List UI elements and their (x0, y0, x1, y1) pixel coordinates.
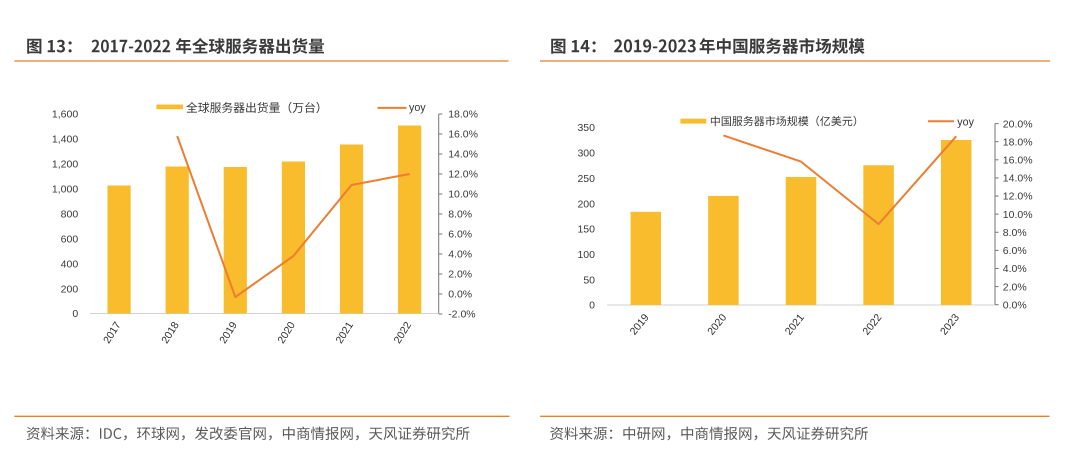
svg-text:12.0%: 12.0% (448, 169, 478, 181)
svg-text:100: 100 (577, 249, 595, 261)
svg-text:800: 800 (61, 208, 79, 220)
svg-text:8.0%: 8.0% (1003, 227, 1027, 239)
svg-text:6.0%: 6.0% (1003, 245, 1027, 257)
svg-text:2.0%: 2.0% (448, 269, 472, 281)
svg-text:18.0%: 18.0% (448, 109, 478, 121)
svg-text:10.0%: 10.0% (448, 189, 478, 201)
svg-text:1,400: 1,400 (52, 134, 78, 146)
svg-text:0: 0 (589, 300, 595, 312)
svg-text:200: 200 (577, 198, 595, 210)
svg-text:350: 350 (577, 122, 595, 134)
svg-text:18.0%: 18.0% (1003, 136, 1033, 148)
svg-text:1,000: 1,000 (52, 184, 78, 196)
svg-text:1,600: 1,600 (52, 109, 78, 121)
svg-text:14.0%: 14.0% (1003, 173, 1033, 185)
svg-text:6.0%: 6.0% (448, 229, 472, 241)
svg-text:150: 150 (577, 224, 595, 236)
svg-text:14.0%: 14.0% (448, 149, 478, 161)
svg-text:2.0%: 2.0% (1003, 281, 1027, 293)
svg-text:1,200: 1,200 (52, 159, 78, 171)
svg-text:250: 250 (577, 173, 595, 185)
svg-text:4.0%: 4.0% (1003, 263, 1027, 275)
svg-text:16.0%: 16.0% (1003, 155, 1033, 167)
svg-text:20.0%: 20.0% (1003, 118, 1033, 130)
svg-text:50: 50 (583, 274, 595, 286)
svg-text:12.0%: 12.0% (1003, 191, 1033, 203)
svg-text:4.0%: 4.0% (448, 249, 472, 261)
svg-text:0: 0 (72, 308, 78, 320)
svg-text:0.0%: 0.0% (1003, 299, 1027, 311)
svg-text:16.0%: 16.0% (448, 129, 478, 141)
svg-text:0.0%: 0.0% (448, 289, 472, 301)
svg-text:400: 400 (61, 258, 79, 270)
svg-text:yoy: yoy (409, 102, 426, 114)
svg-text:8.0%: 8.0% (448, 209, 472, 221)
svg-text:200: 200 (61, 283, 79, 295)
svg-text:10.0%: 10.0% (1003, 209, 1033, 221)
svg-text:300: 300 (577, 148, 595, 160)
svg-text:600: 600 (61, 233, 79, 245)
svg-text:-2.0%: -2.0% (448, 309, 475, 321)
svg-text:yoy: yoy (957, 116, 974, 128)
